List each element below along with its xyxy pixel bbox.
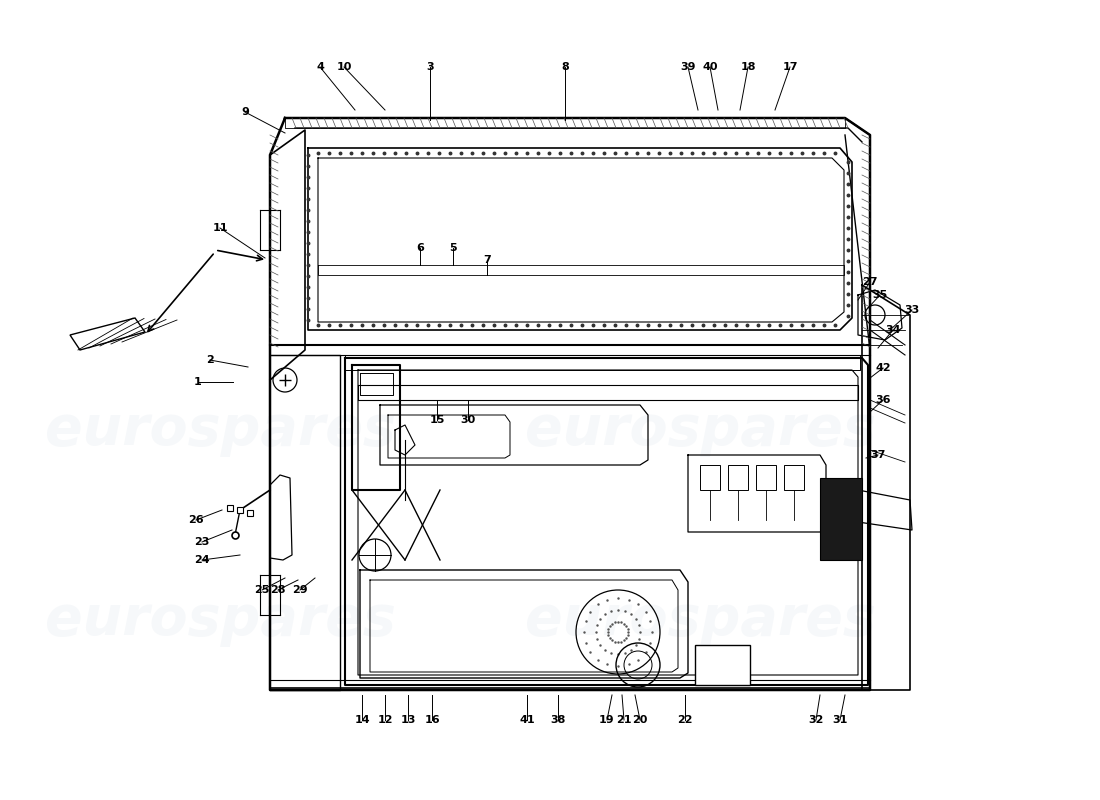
Text: 36: 36 xyxy=(876,395,891,405)
Text: 35: 35 xyxy=(872,290,888,300)
FancyBboxPatch shape xyxy=(756,465,775,490)
Text: 20: 20 xyxy=(632,715,648,725)
Text: 29: 29 xyxy=(293,585,308,595)
Text: 31: 31 xyxy=(833,715,848,725)
Text: 13: 13 xyxy=(400,715,416,725)
Text: 8: 8 xyxy=(561,62,569,72)
Text: 4: 4 xyxy=(316,62,323,72)
Text: 16: 16 xyxy=(425,715,440,725)
Text: 11: 11 xyxy=(212,223,228,233)
Text: 25: 25 xyxy=(254,585,270,595)
Text: 26: 26 xyxy=(188,515,204,525)
Text: 41: 41 xyxy=(519,715,535,725)
Text: 39: 39 xyxy=(680,62,695,72)
Text: 12: 12 xyxy=(377,715,393,725)
Text: 34: 34 xyxy=(886,325,901,335)
Text: 19: 19 xyxy=(600,715,615,725)
Text: 22: 22 xyxy=(678,715,693,725)
Text: 9: 9 xyxy=(241,107,249,117)
Text: 30: 30 xyxy=(461,415,475,425)
Polygon shape xyxy=(70,318,145,350)
Text: 14: 14 xyxy=(354,715,370,725)
FancyBboxPatch shape xyxy=(784,465,804,490)
Text: eurospares: eurospares xyxy=(45,403,395,457)
Text: 24: 24 xyxy=(195,555,210,565)
FancyBboxPatch shape xyxy=(695,645,750,685)
Text: 21: 21 xyxy=(616,715,631,725)
Text: 33: 33 xyxy=(904,305,920,315)
Text: 38: 38 xyxy=(550,715,565,725)
Text: 28: 28 xyxy=(271,585,286,595)
Text: 5: 5 xyxy=(449,243,456,253)
Text: 10: 10 xyxy=(337,62,352,72)
FancyBboxPatch shape xyxy=(728,465,748,490)
Text: 18: 18 xyxy=(740,62,756,72)
Text: 7: 7 xyxy=(483,255,491,265)
Text: eurospares: eurospares xyxy=(525,403,876,457)
Text: 37: 37 xyxy=(870,450,886,460)
Text: 42: 42 xyxy=(876,363,891,373)
Text: eurospares: eurospares xyxy=(525,593,876,647)
Text: 40: 40 xyxy=(702,62,717,72)
FancyBboxPatch shape xyxy=(700,465,720,490)
Text: 23: 23 xyxy=(195,537,210,547)
Text: 32: 32 xyxy=(808,715,824,725)
Text: 3: 3 xyxy=(426,62,433,72)
Text: 15: 15 xyxy=(429,415,444,425)
Polygon shape xyxy=(820,478,862,560)
Text: 27: 27 xyxy=(862,277,878,287)
Text: 1: 1 xyxy=(194,377,202,387)
Text: 6: 6 xyxy=(416,243,424,253)
Text: eurospares: eurospares xyxy=(45,593,395,647)
Text: 17: 17 xyxy=(782,62,797,72)
Text: 2: 2 xyxy=(206,355,213,365)
